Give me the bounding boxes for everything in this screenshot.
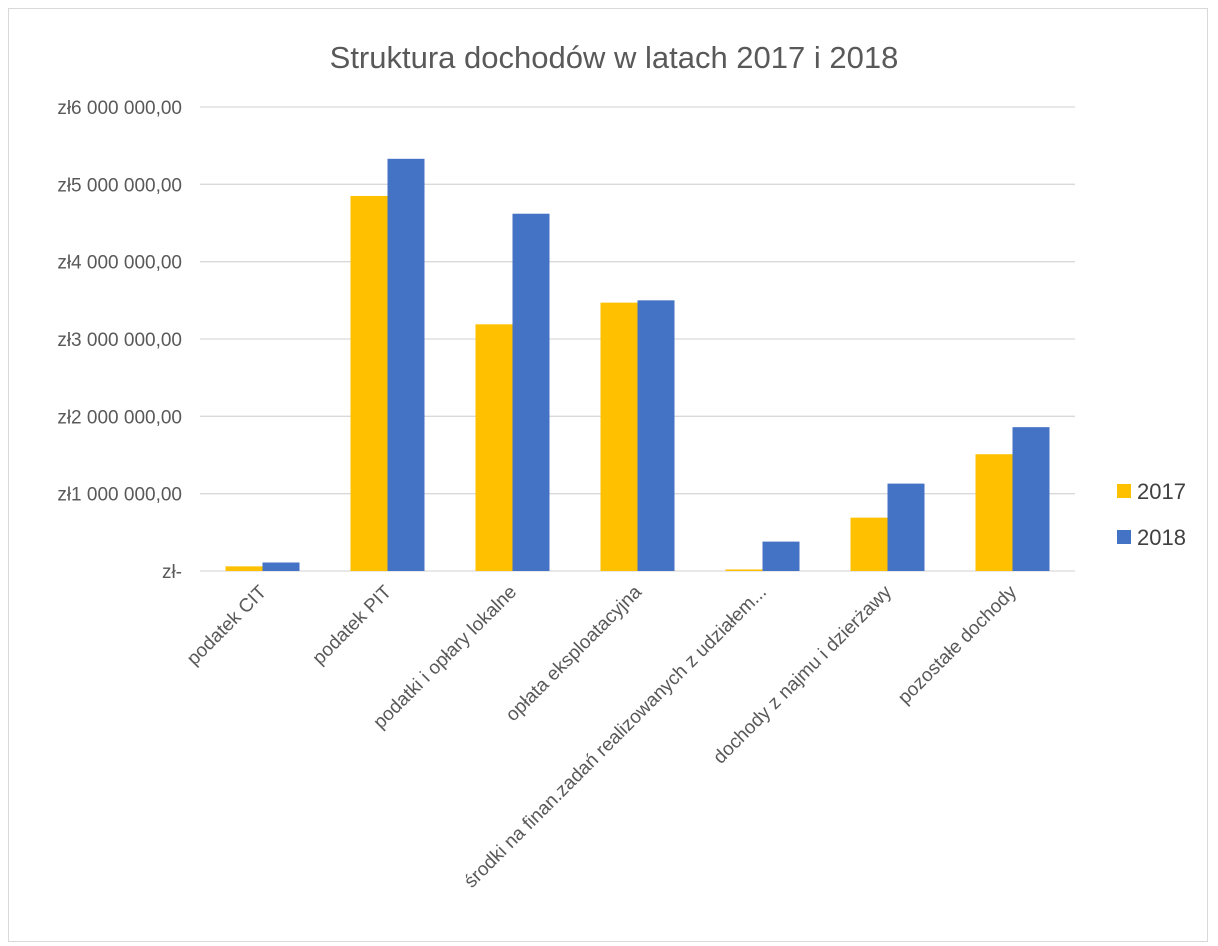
chart-title: Struktura dochodów w latach 2017 i 2018 [330, 40, 899, 75]
bar-2018 [387, 158, 425, 571]
y-tick-label: zł3 000 000,00 [57, 330, 182, 351]
bar-2018 [262, 562, 300, 571]
bar-2017 [475, 324, 513, 571]
bar-2017 [225, 566, 263, 571]
bar-2018 [887, 483, 925, 571]
y-tick-label: zł4 000 000,00 [57, 253, 182, 274]
y-tick-label: zł- [162, 562, 182, 583]
x-category-label: środki na finan.zadań realizowanych z ud… [460, 582, 771, 893]
x-category-label: podatki i opłary lokalne [370, 582, 522, 734]
bar-2017 [600, 302, 638, 571]
y-tick-label: zł6 000 000,00 [57, 98, 182, 119]
bars [225, 158, 1050, 571]
y-axis-tick-labels: zł-zł1 000 000,00 zł2 000 000,00 zł3 000 0… [57, 98, 182, 583]
bar-2017 [975, 454, 1013, 571]
y-tick-label: zł5 000 000,00 [57, 175, 182, 196]
legend: 2017 2018 [1117, 479, 1186, 550]
bar-2017 [850, 517, 888, 571]
bar-2018 [762, 541, 800, 571]
legend-label: 2018 [1137, 525, 1186, 550]
bar-2018 [637, 300, 675, 571]
x-category-label: podatek PIT [309, 581, 397, 669]
bar-2017 [350, 195, 388, 571]
y-tick-label: zł2 000 000,00 [57, 407, 182, 428]
bar-2018 [512, 213, 550, 571]
x-category-label: opłata eksploatacyjna [502, 581, 646, 725]
gridlines [200, 106, 1075, 572]
y-tick-label: zł1 000 000,00 [57, 485, 182, 506]
bar-2018 [1012, 427, 1050, 571]
x-category-label: podatek CIT [183, 581, 271, 669]
x-category-label: pozostałe dochody [894, 581, 1021, 708]
legend-swatch-2018 [1117, 530, 1131, 544]
bar-2017 [725, 569, 763, 571]
legend-swatch-2017 [1117, 484, 1131, 498]
legend-label: 2017 [1137, 479, 1186, 504]
